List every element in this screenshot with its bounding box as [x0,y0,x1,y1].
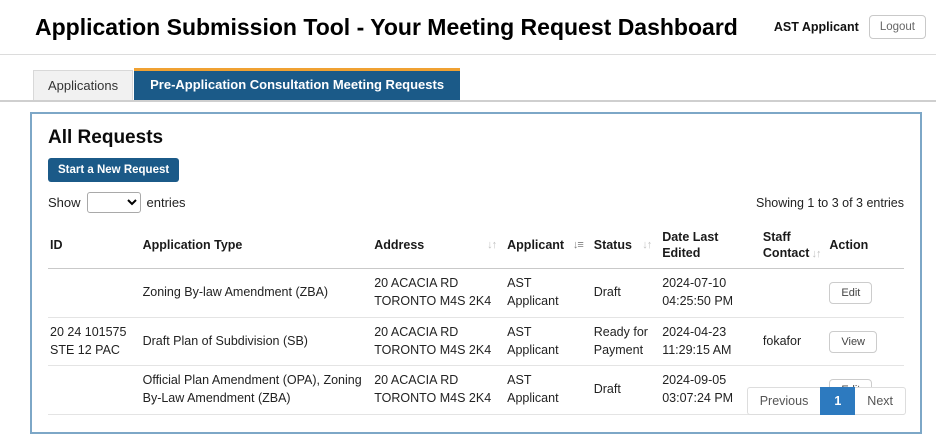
sort-icon[interactable]: ↓↑ [487,238,497,251]
cell-application-type: Draft Plan of Subdivision (SB) [136,317,369,367]
showing-info: Showing 1 to 3 of 3 entries [755,195,904,210]
table-row: 20 24 101575 STE 12 PAC Draft Plan of Sub… [48,317,904,367]
edit-button[interactable]: Edit [829,282,873,305]
tab-applications[interactable]: Applications [33,70,134,100]
cell-staff-contact [756,268,824,318]
cell-applicant: AST Applicant [501,365,588,415]
logout-button[interactable]: Logout [868,15,926,39]
sort-icon[interactable]: ↓↑ [642,238,652,251]
cell-id [48,365,137,415]
cell-application-type: Zoning By-law Amendment (ZBA) [136,268,369,318]
cell-action: View [823,317,904,367]
tab-bar: Applications Pre-Application Consultatio… [0,68,936,102]
show-label: Show [48,195,81,210]
page-title: Application Submission Tool - Your Meeti… [35,13,738,40]
pagination: Previous 1 Next [746,387,906,415]
cell-application-type: Official Plan Amendment (OPA), Zoning By… [136,365,369,415]
requests-panel: All Requests Start a New Request Show en… [30,112,922,434]
entries-select[interactable] [86,192,141,213]
header-right: AST Applicant Logout [774,15,926,39]
sort-active-icon[interactable]: ↓≡ [572,238,584,251]
cell-applicant: AST Applicant [501,317,588,367]
entries-label: entries [146,195,186,210]
col-header-date-last-edited: Date Last Edited [656,223,757,270]
cell-staff-contact: fokafor [756,317,824,367]
sort-icon[interactable]: ↓↑ [811,247,821,260]
cell-date-last-edited: 2024-07-10 04:25:50 PM [656,268,757,318]
col-header-application-type: Application Type [136,223,369,270]
show-entries-control: Show entries [48,192,186,213]
table-row: Zoning By-law Amendment (ZBA) 20 ACACIA … [48,268,904,318]
pagination-next-button[interactable]: Next [855,387,906,415]
col-header-address[interactable]: Address ↓↑ [368,223,502,270]
start-new-request-button[interactable]: Start a New Request [48,158,180,182]
cell-address: 20 ACACIA RD TORONTO M4S 2K4 [368,268,502,318]
col-header-action: Action [823,223,904,270]
cell-date-last-edited: 2024-04-23 11:29:15 AM [656,317,757,367]
cell-address: 20 ACACIA RD TORONTO M4S 2K4 [368,317,502,367]
user-name: AST Applicant [773,20,859,34]
cell-status: Ready for Payment [587,317,657,367]
table-header-row: ID Application Type Address ↓↑ Applicant ↓… [48,223,904,270]
table-controls: Show entries Showing 1 to 3 of 3 entries [48,192,904,213]
cell-id [48,268,137,318]
cell-date-last-edited: 2024-09-05 03:07:24 PM [656,365,757,415]
view-button[interactable]: View [829,330,878,353]
cell-address: 20 ACACIA RD TORONTO M4S 2K4 [368,365,502,415]
app-header: Application Submission Tool - Your Meeti… [0,0,936,55]
cell-id: 20 24 101575 STE 12 PAC [48,317,137,367]
cell-status: Draft [587,365,657,415]
cell-action: Edit [823,268,904,318]
col-header-staff-contact[interactable]: Staff Contact ↓↑ [756,223,824,270]
col-header-status[interactable]: Status ↓↑ [587,223,657,270]
panel-heading: All Requests [48,127,164,148]
pagination-previous-button[interactable]: Previous [746,387,821,415]
cell-applicant: AST Applicant [501,268,588,318]
cell-status: Draft [587,268,657,318]
pagination-page-1-button[interactable]: 1 [820,387,856,415]
tab-pre-application-consultation-meeting-requests[interactable]: Pre-Application Consultation Meeting Req… [134,68,461,100]
col-header-id: ID [48,223,137,270]
col-header-applicant[interactable]: Applicant ↓≡ [501,223,588,270]
